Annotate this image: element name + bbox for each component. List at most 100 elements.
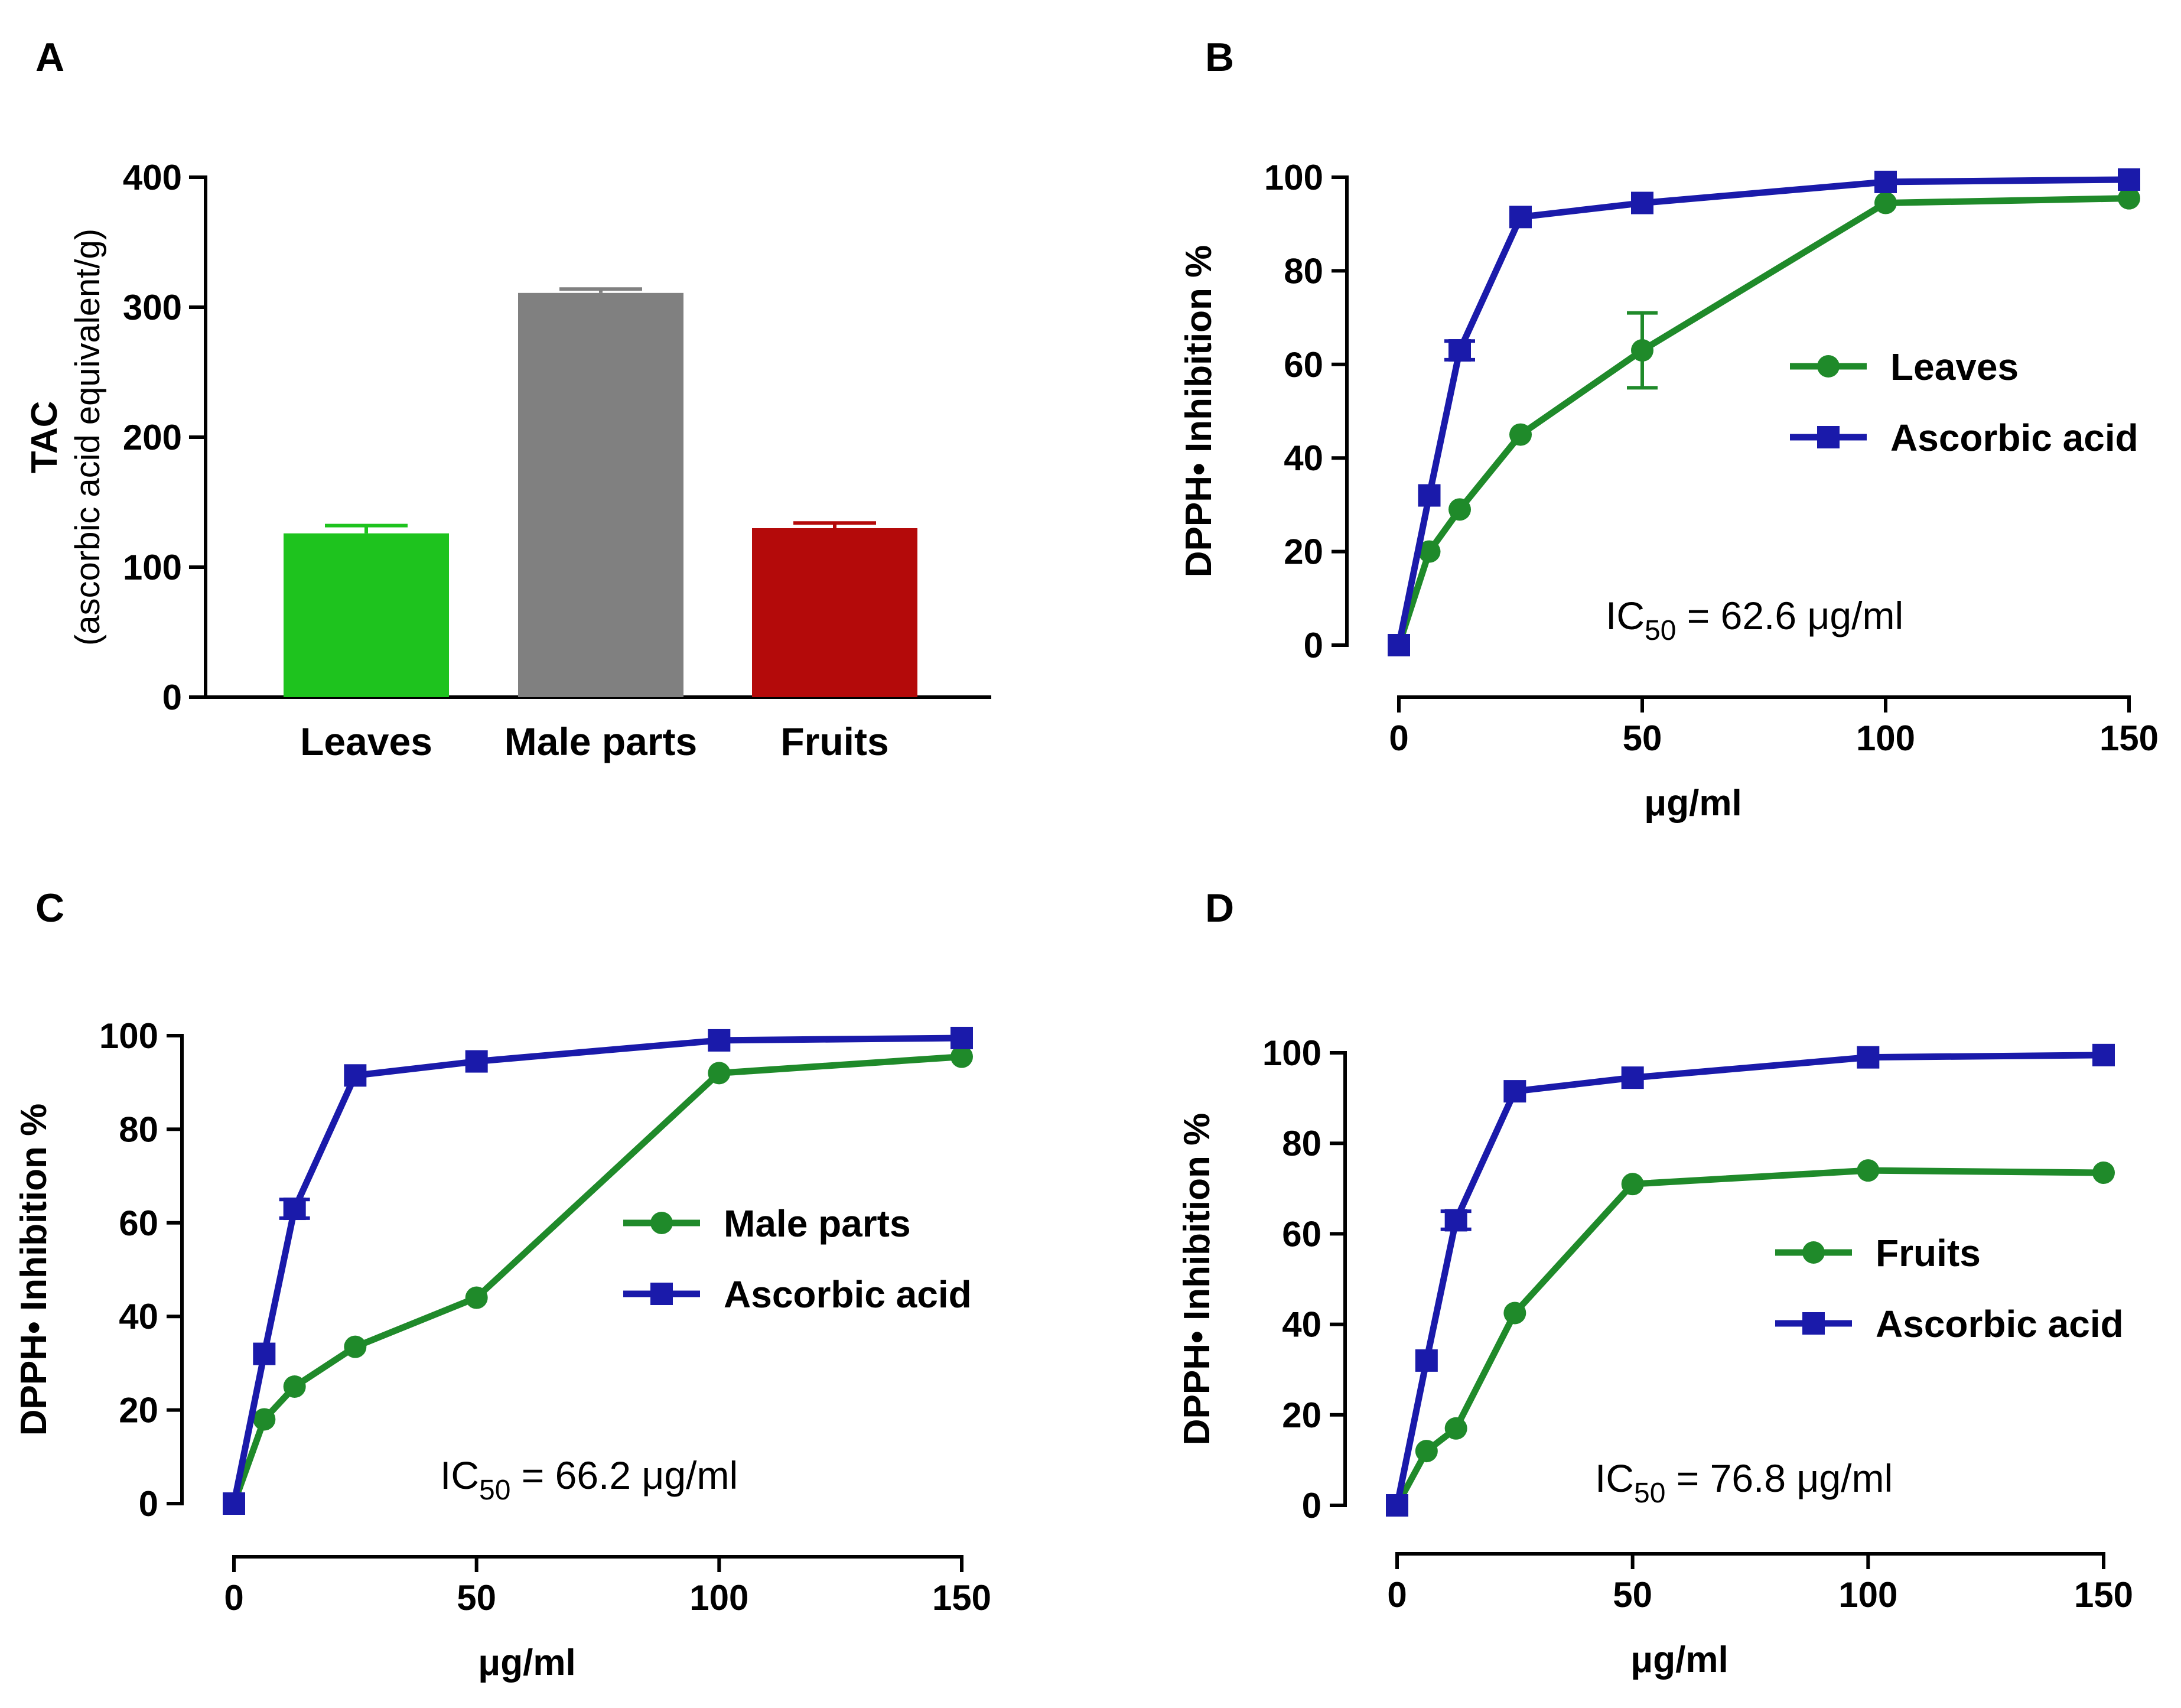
x-tick-label: 0 (1389, 718, 1408, 758)
y-axis-title: DPPH• Inhibition % (14, 1104, 54, 1436)
y-axis-subtitle: (ascorbic acid equivalent/g) (69, 229, 107, 646)
y-tick-label: 100 (1262, 1033, 1321, 1073)
legend-label: Ascorbic acid (1890, 417, 2138, 459)
y-tick-label: 0 (162, 678, 182, 717)
y-tick-label: 80 (119, 1110, 158, 1149)
x-tick-label: 150 (2074, 1575, 2133, 1615)
data-point (1448, 339, 1471, 362)
data-point (1509, 423, 1532, 446)
legend-marker (650, 1212, 673, 1234)
series-line (1394, 1052, 2104, 1507)
y-tick-label: 300 (123, 288, 182, 327)
data-point (465, 1286, 488, 1309)
y-tick-label: 60 (1282, 1214, 1321, 1254)
data-point (2092, 1161, 2115, 1184)
data-point (1444, 1417, 1467, 1440)
y-tick-label: 20 (1282, 1395, 1321, 1435)
y-tick-label: 400 (123, 158, 182, 197)
data-point (465, 1050, 488, 1073)
data-point (708, 1029, 731, 1052)
data-point (1388, 634, 1410, 656)
category-label: Fruits (780, 720, 888, 763)
panel-label-c: C (35, 886, 64, 931)
data-point (950, 1045, 973, 1068)
x-tick-label: 150 (932, 1578, 991, 1618)
y-tick-label: 0 (1304, 626, 1323, 665)
data-point (1448, 498, 1471, 521)
series-ascorbic-acid (1388, 168, 2140, 656)
y-axis-title: DPPH• Inhibition % (1179, 245, 1219, 577)
y-tick-label: 100 (99, 1016, 158, 1056)
data-point (2092, 1043, 2115, 1066)
legend-marker (1817, 355, 1840, 378)
ic50-value: = 62.6 μg/ml (1676, 594, 1903, 637)
x-tick-label: 0 (224, 1578, 243, 1618)
x-tick-label: 100 (1838, 1575, 1897, 1615)
x-tick-label: 50 (457, 1578, 496, 1618)
ic50-prefix: IC (1606, 594, 1645, 637)
data-point (253, 1342, 276, 1365)
y-tick-label: 80 (1284, 251, 1323, 291)
legend-marker (1802, 1312, 1825, 1335)
y-tick-label: 60 (119, 1203, 158, 1243)
x-axis-title: μg/ml (1644, 783, 1741, 824)
series-line (1395, 176, 2130, 646)
panel-label-a: A (35, 35, 64, 80)
data-point (344, 1064, 367, 1087)
bar-fruits (752, 528, 917, 697)
x-axis-title: μg/ml (1630, 1639, 1728, 1680)
bar-male-parts (518, 292, 683, 697)
data-point (223, 1492, 245, 1515)
chart-dpph-male-parts: 0 20 40 60 80 100 0 50 100 150 μg/ml DPPH• Inhibiti… (14, 1016, 991, 1683)
panel-label-d: D (1205, 886, 1234, 931)
x-tick-label: 0 (1387, 1575, 1407, 1615)
bar-leaves (284, 533, 449, 697)
legend-entry: Fruits (1775, 1232, 1981, 1274)
y-tick-label: 20 (119, 1391, 158, 1430)
data-point (2118, 168, 2140, 191)
y-tick-label: 40 (119, 1297, 158, 1336)
data-point (1444, 1209, 1467, 1232)
legend-entry: Ascorbic acid (623, 1273, 972, 1316)
chart-dpph-fruits: 0 20 40 60 80 100 0 50 100 150 μg/ml DPPH• Inhibiti… (1177, 1033, 2133, 1680)
y-tick-label: 0 (139, 1484, 158, 1524)
legend-label: Male parts (724, 1202, 911, 1245)
y-tick-label: 20 (1284, 532, 1323, 572)
y-axis-title: TAC (24, 401, 65, 474)
data-point (950, 1026, 973, 1049)
series-ascorbic-acid (223, 1026, 973, 1515)
category-label: Leaves (300, 720, 432, 763)
ic50-value: = 76.8 μg/ml (1665, 1456, 1893, 1500)
data-point (1857, 1046, 1880, 1069)
ic50-annotation: IC50 = 76.8 μg/ml (1595, 1456, 1893, 1509)
data-point (1418, 484, 1441, 507)
data-point (1631, 191, 1653, 214)
data-point (283, 1198, 306, 1221)
data-point (1874, 170, 1897, 193)
data-point (1415, 1349, 1438, 1372)
ic50-subscript: 50 (1645, 615, 1676, 646)
ic50-prefix: IC (1595, 1456, 1634, 1500)
legend-label: Fruits (1876, 1232, 1981, 1274)
data-point (1503, 1302, 1526, 1325)
x-tick-label: 50 (1623, 718, 1662, 758)
data-point (344, 1335, 367, 1358)
series-ascorbic-acid (1386, 1043, 2115, 1517)
data-point (2118, 187, 2140, 210)
legend-label: Leaves (1890, 346, 2019, 388)
x-axis-title: μg/ml (478, 1642, 575, 1683)
data-point (1857, 1159, 1880, 1182)
y-tick-label: 60 (1284, 345, 1323, 385)
data-point (1503, 1080, 1526, 1103)
x-tick-label: 100 (1856, 718, 1915, 758)
ic50-annotation: IC50 = 66.2 μg/ml (440, 1453, 738, 1506)
legend-marker (650, 1283, 673, 1305)
x-tick-label: 100 (689, 1578, 748, 1618)
legend-label: Ascorbic acid (724, 1273, 972, 1316)
panel-label-b: B (1205, 35, 1234, 80)
series-line (230, 1034, 962, 1505)
ic50-value: = 66.2 μg/ml (510, 1453, 738, 1497)
legend-entry: Male parts (623, 1202, 911, 1245)
legend-entry: Leaves (1790, 346, 2019, 388)
